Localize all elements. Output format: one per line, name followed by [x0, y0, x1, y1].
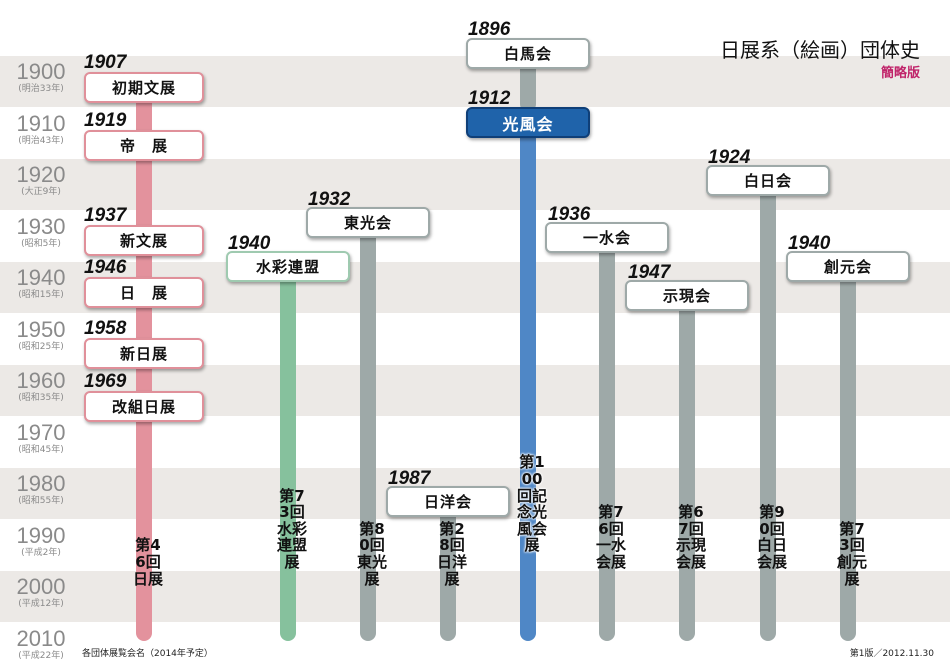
- year-value: 1990: [16, 522, 66, 548]
- year-label: 1930 (昭和5年): [6, 213, 76, 249]
- founding-year-label: 1907: [84, 52, 127, 73]
- exhibition-label: 第73回創元展: [837, 519, 868, 588]
- group-name-box: 日洋会: [386, 486, 510, 517]
- exhibition-label: 第100回記念光風会展: [517, 453, 548, 555]
- era-value: (平成12年): [18, 599, 64, 609]
- year-value: 1970: [16, 419, 66, 445]
- group-name-box: 白日会: [706, 165, 830, 196]
- year-label: 1980 (昭和55年): [6, 473, 76, 506]
- exhibition-label: 第90回白日会展: [757, 503, 788, 571]
- group-name-box: 示現会: [625, 280, 749, 311]
- year-value: 1940: [16, 265, 66, 290]
- era-value: (昭和45年): [18, 444, 64, 455]
- group-lineage-line: [599, 237, 615, 641]
- exhibition-label: 第46回日展: [133, 536, 164, 588]
- exhibition-label: 第80回東光展: [357, 519, 388, 588]
- year-band: [0, 571, 950, 622]
- group-lineage-line: [280, 266, 296, 641]
- year-value: 1910: [16, 110, 66, 136]
- nitten-name-box: 日 展: [84, 277, 204, 308]
- year-value: 1960: [16, 368, 66, 393]
- era-value: (明治43年): [18, 135, 64, 146]
- era-value: (昭和5年): [21, 238, 61, 249]
- year-value: 1900: [16, 59, 66, 84]
- founding-year-label: 1947: [628, 262, 671, 283]
- founding-year-label: 1969: [84, 371, 127, 392]
- group-name-box: 東光会: [306, 207, 430, 238]
- founding-year-label: 1940: [228, 233, 271, 254]
- group-lineage-line: [840, 266, 856, 641]
- exhibition-label: 第73回水彩連盟展: [277, 486, 308, 571]
- year-label: 1910 (明治43年): [6, 110, 76, 146]
- year-label: 1920 (大正9年): [6, 164, 76, 197]
- era-value: (大正9年): [21, 187, 61, 197]
- year-label: 1900 (明治33年): [6, 61, 76, 94]
- nitten-name-box: 新文展: [84, 225, 204, 256]
- group-lineage-line: [760, 180, 776, 641]
- founding-year-label: 1912: [468, 88, 511, 109]
- era-value: (昭和15年): [18, 290, 64, 300]
- nitten-name-box: 初期文展: [84, 72, 204, 103]
- exhibition-label: 第76回一水会展: [596, 503, 627, 571]
- founding-year-label: 1932: [308, 189, 351, 210]
- year-value: 1980: [16, 471, 66, 496]
- chart-subtitle: 簡略版: [880, 66, 920, 81]
- nitten-name-box: 帝 展: [84, 130, 204, 161]
- year-label: 1970 (昭和45年): [6, 419, 76, 455]
- founding-year-label: 1924: [708, 147, 751, 168]
- era-value: (昭和55年): [18, 496, 64, 506]
- era-value: (昭和35年): [18, 393, 64, 403]
- founding-year-label: 1958: [84, 318, 127, 339]
- year-value: 2010: [16, 625, 66, 651]
- nitten-name-box: 新日展: [84, 338, 204, 369]
- founding-year-label: 1946: [84, 257, 127, 278]
- founding-year-label: 1937: [84, 205, 127, 226]
- group-name-box: 水彩連盟: [226, 251, 350, 282]
- nitten-name-box: 改組日展: [84, 391, 204, 422]
- group-lineage-line: [679, 295, 695, 641]
- group-name-box: 白馬会: [466, 38, 590, 69]
- group-name-box: 創元会: [786, 251, 910, 282]
- year-label: 1960 (昭和35年): [6, 370, 76, 403]
- year-value: 1930: [16, 213, 66, 239]
- founding-year-label: 1987: [388, 468, 431, 489]
- era-value: (昭和25年): [18, 341, 64, 352]
- footnote: 各団体展覧会名（2014年予定）: [82, 649, 213, 659]
- founding-year-label: 1940: [788, 233, 831, 254]
- year-value: 1920: [16, 162, 66, 187]
- group-name-box: 光風会: [466, 107, 590, 138]
- year-label: 1990 (平成2年): [6, 522, 76, 558]
- chart-title: 日展系（絵画）団体史: [720, 38, 920, 62]
- group-lineage-line: [440, 501, 456, 641]
- exhibition-label: 第28回日洋展: [437, 519, 468, 588]
- edition-note: 第1版／2012.11.30: [849, 649, 934, 659]
- era-value: (平成2年): [21, 547, 61, 558]
- year-value: 2000: [16, 574, 66, 599]
- group-name-box: 一水会: [545, 222, 669, 253]
- era-value: (平成22年): [18, 650, 64, 661]
- year-label: 1950 (昭和25年): [6, 316, 76, 352]
- founding-year-label: 1896: [468, 19, 511, 40]
- group-lineage-line: [520, 122, 536, 641]
- founding-year-label: 1919: [84, 110, 127, 131]
- year-label: 2000 (平成12年): [6, 576, 76, 609]
- year-value: 1950: [16, 316, 66, 342]
- year-label: 2010 (平成22年): [6, 625, 76, 661]
- group-lineage-line: [360, 222, 376, 641]
- founding-year-label: 1936: [548, 204, 591, 225]
- exhibition-label: 第67回示現会展: [676, 503, 707, 571]
- era-value: (明治33年): [18, 84, 64, 94]
- year-label: 1940 (昭和15年): [6, 267, 76, 300]
